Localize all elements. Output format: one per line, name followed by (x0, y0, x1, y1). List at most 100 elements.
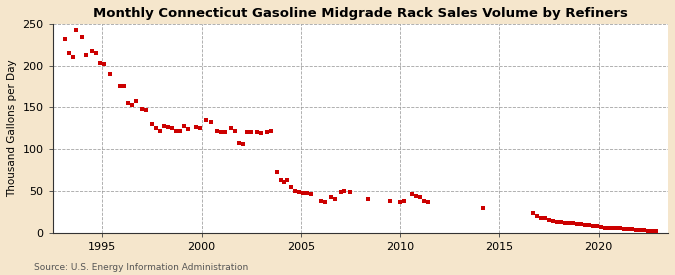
Point (363, 197, 374, 201)
Point (63, 51, 74, 55)
Point (194, 126, 205, 130)
Point (286, 185, 296, 189)
Point (395, 200, 406, 205)
Point (170, 128, 181, 133)
Point (174, 128, 185, 133)
Point (220, 130, 231, 134)
Point (571, 222, 582, 226)
Point (418, 199, 429, 203)
Point (607, 226, 618, 230)
Point (414, 194, 425, 199)
Point (99, 62, 109, 66)
Point (95, 61, 106, 65)
Point (281, 178, 292, 182)
Point (329, 197, 340, 201)
Text: Source: U.S. Energy Information Administration: Source: U.S. Energy Information Administ… (34, 263, 248, 272)
Point (406, 192, 417, 196)
Point (587, 224, 598, 228)
Point (611, 226, 622, 230)
Point (178, 123, 189, 128)
Point (67, 55, 78, 59)
Point (575, 222, 586, 226)
Point (599, 225, 610, 230)
Point (623, 227, 634, 231)
Point (547, 219, 558, 223)
Point (182, 127, 193, 131)
Y-axis label: Thousand Gallons per Day: Thousand Gallons per Day (7, 59, 17, 197)
Point (556, 219, 566, 224)
Point (212, 128, 223, 133)
Point (560, 220, 570, 225)
Point (301, 191, 312, 196)
Point (568, 221, 578, 226)
Point (230, 128, 241, 133)
Point (631, 228, 642, 232)
Point (635, 228, 646, 232)
Point (651, 229, 661, 233)
Point (535, 215, 546, 220)
Point (298, 191, 308, 196)
Point (226, 126, 237, 130)
Point (159, 123, 169, 128)
Point (146, 122, 157, 126)
Point (200, 118, 211, 122)
Point (564, 221, 574, 226)
Point (294, 190, 304, 195)
Title: Monthly Connecticut Gasoline Midgrade Rack Sales Volume by Refiners: Monthly Connecticut Gasoline Midgrade Ra… (93, 7, 628, 20)
Point (206, 119, 217, 124)
Point (639, 228, 649, 232)
Point (319, 199, 330, 204)
Point (271, 169, 282, 174)
Point (603, 225, 614, 230)
Point (290, 189, 300, 193)
Point (81, 53, 92, 57)
Point (166, 126, 177, 130)
Point (325, 195, 336, 200)
Point (163, 124, 173, 129)
Point (551, 219, 562, 224)
Point (615, 226, 626, 230)
Point (335, 190, 346, 195)
Point (105, 72, 115, 76)
Point (543, 218, 554, 222)
Point (627, 227, 638, 231)
Point (528, 211, 539, 216)
Point (478, 206, 489, 211)
Point (339, 189, 350, 193)
Point (242, 130, 252, 134)
Point (119, 84, 130, 89)
Point (262, 130, 273, 134)
Point (399, 199, 410, 203)
Point (539, 216, 550, 221)
Point (252, 130, 263, 134)
Point (238, 142, 248, 146)
Point (345, 189, 356, 194)
Point (532, 214, 543, 218)
Point (190, 124, 201, 129)
Point (115, 84, 126, 89)
Point (127, 103, 138, 107)
Point (647, 229, 657, 233)
Point (583, 223, 594, 227)
Point (131, 98, 142, 103)
Point (151, 126, 161, 130)
Point (71, 28, 82, 32)
Point (275, 178, 286, 182)
Point (136, 107, 147, 111)
Point (423, 199, 433, 204)
Point (216, 129, 227, 134)
Point (256, 131, 267, 135)
Point (305, 192, 316, 196)
Point (234, 141, 244, 145)
Point (279, 180, 290, 185)
Point (246, 130, 256, 134)
Point (140, 108, 151, 112)
Point (619, 227, 630, 231)
Point (59, 37, 70, 41)
Point (595, 224, 606, 229)
Point (266, 128, 277, 133)
Point (591, 224, 602, 228)
Point (87, 48, 98, 53)
Point (579, 223, 590, 227)
Point (410, 194, 421, 198)
